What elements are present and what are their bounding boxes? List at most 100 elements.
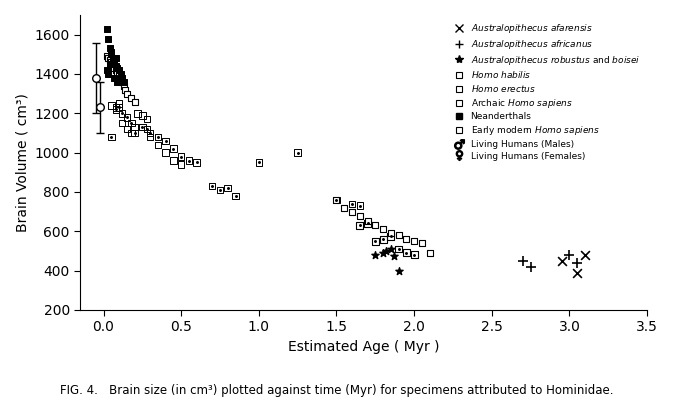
Point xyxy=(129,130,140,136)
Point xyxy=(103,71,114,77)
Point xyxy=(355,222,365,229)
Point xyxy=(108,63,118,69)
Point xyxy=(117,120,128,126)
Point xyxy=(409,252,419,258)
Point xyxy=(378,236,388,242)
Point xyxy=(386,233,396,239)
Point xyxy=(112,69,123,75)
Point xyxy=(110,55,121,61)
Point xyxy=(254,159,264,166)
Point xyxy=(378,250,388,256)
Point xyxy=(347,209,357,215)
Point xyxy=(176,153,186,160)
Point xyxy=(222,185,233,191)
Point xyxy=(114,104,125,111)
Point xyxy=(572,259,583,266)
Point xyxy=(378,226,388,233)
Point xyxy=(121,126,132,132)
Point xyxy=(370,238,381,244)
Point xyxy=(160,138,171,144)
Point xyxy=(207,183,217,189)
Point xyxy=(114,100,125,107)
Point xyxy=(103,35,114,42)
Point xyxy=(370,222,381,229)
Point xyxy=(184,157,194,164)
Point xyxy=(137,112,148,118)
Point xyxy=(145,130,155,136)
Point xyxy=(108,55,118,61)
Point xyxy=(114,104,125,111)
Point xyxy=(386,230,396,237)
Point xyxy=(129,124,140,130)
Point xyxy=(153,142,164,148)
Point xyxy=(101,26,112,32)
Point xyxy=(160,138,171,144)
Point xyxy=(355,213,365,219)
Point xyxy=(106,51,116,57)
Point xyxy=(129,130,140,136)
Point xyxy=(191,159,202,166)
Point xyxy=(168,146,179,152)
Point xyxy=(110,63,121,69)
Point xyxy=(141,126,152,132)
Point xyxy=(160,150,171,156)
Point xyxy=(347,200,357,207)
Point xyxy=(109,75,120,81)
Point xyxy=(126,120,137,126)
Point xyxy=(409,238,419,244)
Point xyxy=(362,218,373,225)
Point xyxy=(145,130,155,136)
X-axis label: Estimated Age ( Myr ): Estimated Age ( Myr ) xyxy=(288,340,439,354)
Point xyxy=(110,67,121,73)
Point xyxy=(153,134,164,140)
Text: FIG. 4.   Brain size (in cm³) plotted against time (Myr) for specimens attribute: FIG. 4. Brain size (in cm³) plotted agai… xyxy=(60,384,613,397)
Point xyxy=(117,110,128,117)
Point xyxy=(137,124,148,130)
Point xyxy=(117,79,128,85)
Point xyxy=(101,53,112,59)
Point xyxy=(381,248,392,254)
Point xyxy=(104,45,115,52)
Point xyxy=(355,222,365,229)
Point xyxy=(141,116,152,122)
Point xyxy=(518,257,528,264)
Point xyxy=(557,257,567,264)
Point xyxy=(292,150,303,156)
Point xyxy=(525,263,536,270)
Point xyxy=(114,67,125,73)
Y-axis label: Brain Volume ( cm³): Brain Volume ( cm³) xyxy=(15,93,29,232)
Point xyxy=(409,252,419,258)
Point xyxy=(331,196,342,203)
Point xyxy=(106,59,116,65)
Point xyxy=(331,196,342,203)
Point xyxy=(370,252,381,258)
Point xyxy=(339,205,349,211)
Point xyxy=(103,55,114,61)
Point xyxy=(117,110,128,117)
Point xyxy=(118,79,129,85)
Legend: $\it{Australopithecus\ afarensis}$, $\it{Australopithecus\ africanus}$, $\it{Aus: $\it{Australopithecus\ afarensis}$, $\it… xyxy=(450,20,643,163)
Point xyxy=(126,120,137,126)
Point xyxy=(572,269,583,276)
Point xyxy=(393,232,404,239)
Point xyxy=(215,187,225,193)
Point xyxy=(386,246,396,252)
Point xyxy=(168,146,179,152)
Point xyxy=(222,185,233,191)
Point xyxy=(110,106,121,113)
Point xyxy=(254,159,264,166)
Point xyxy=(417,240,427,246)
Point xyxy=(145,134,155,140)
Point xyxy=(388,253,399,259)
Point xyxy=(579,252,590,258)
Point xyxy=(401,236,412,242)
Point xyxy=(355,203,365,209)
Point xyxy=(115,75,126,81)
Point xyxy=(207,183,217,189)
Point xyxy=(121,91,132,97)
Point xyxy=(120,87,131,93)
Point xyxy=(393,267,404,274)
Point xyxy=(370,238,381,244)
Point xyxy=(401,250,412,256)
Point xyxy=(133,110,143,117)
